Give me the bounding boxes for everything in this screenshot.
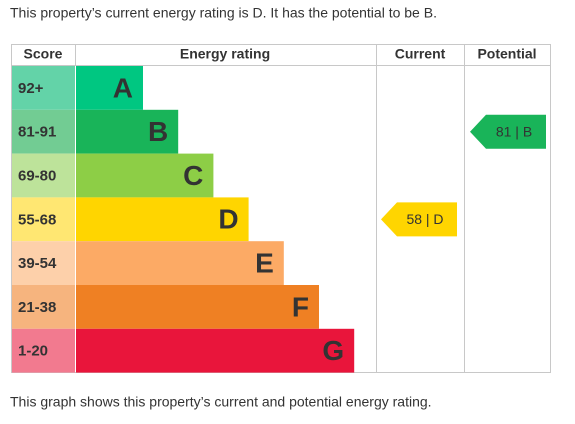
band-letter: E [255, 247, 274, 278]
score: 21-38 [18, 299, 56, 316]
score: 69-80 [18, 167, 56, 184]
band-bar [76, 285, 319, 329]
rating-label: 58 | D [406, 211, 443, 227]
rating-label: 81 | B [496, 124, 532, 140]
score-cell [12, 285, 75, 329]
rating-arrow [381, 202, 457, 237]
intro: This property’s current energy rating is… [10, 5, 437, 21]
score: 92+ [18, 80, 44, 97]
header: Score [24, 46, 63, 62]
score-cell [12, 109, 75, 154]
band-letter: B [148, 116, 168, 147]
score: 81-91 [18, 124, 56, 141]
score-cell [12, 328, 75, 373]
band-bar [76, 241, 284, 285]
score: 55-68 [18, 211, 56, 228]
footer: This graph shows this property’s current… [10, 394, 432, 410]
score: 39-54 [18, 255, 57, 272]
header: Current [395, 46, 446, 62]
score-cell [12, 197, 75, 242]
rating-arrow [470, 114, 546, 149]
header: Energy rating [180, 46, 270, 62]
band-bar [76, 66, 143, 110]
band-bar [76, 153, 214, 198]
header: Potential [477, 46, 536, 62]
band-bar [76, 109, 179, 154]
band-letter: A [113, 72, 133, 103]
band-letter: C [183, 160, 203, 191]
band-bar [76, 197, 249, 242]
score-cell [12, 241, 75, 285]
band-letter: G [322, 335, 344, 366]
band-bar [76, 328, 355, 373]
band-letter: F [292, 291, 309, 322]
score-cell [12, 66, 75, 110]
score: 1-20 [18, 343, 48, 360]
band-letter: D [218, 204, 238, 235]
score-cell [12, 153, 75, 198]
